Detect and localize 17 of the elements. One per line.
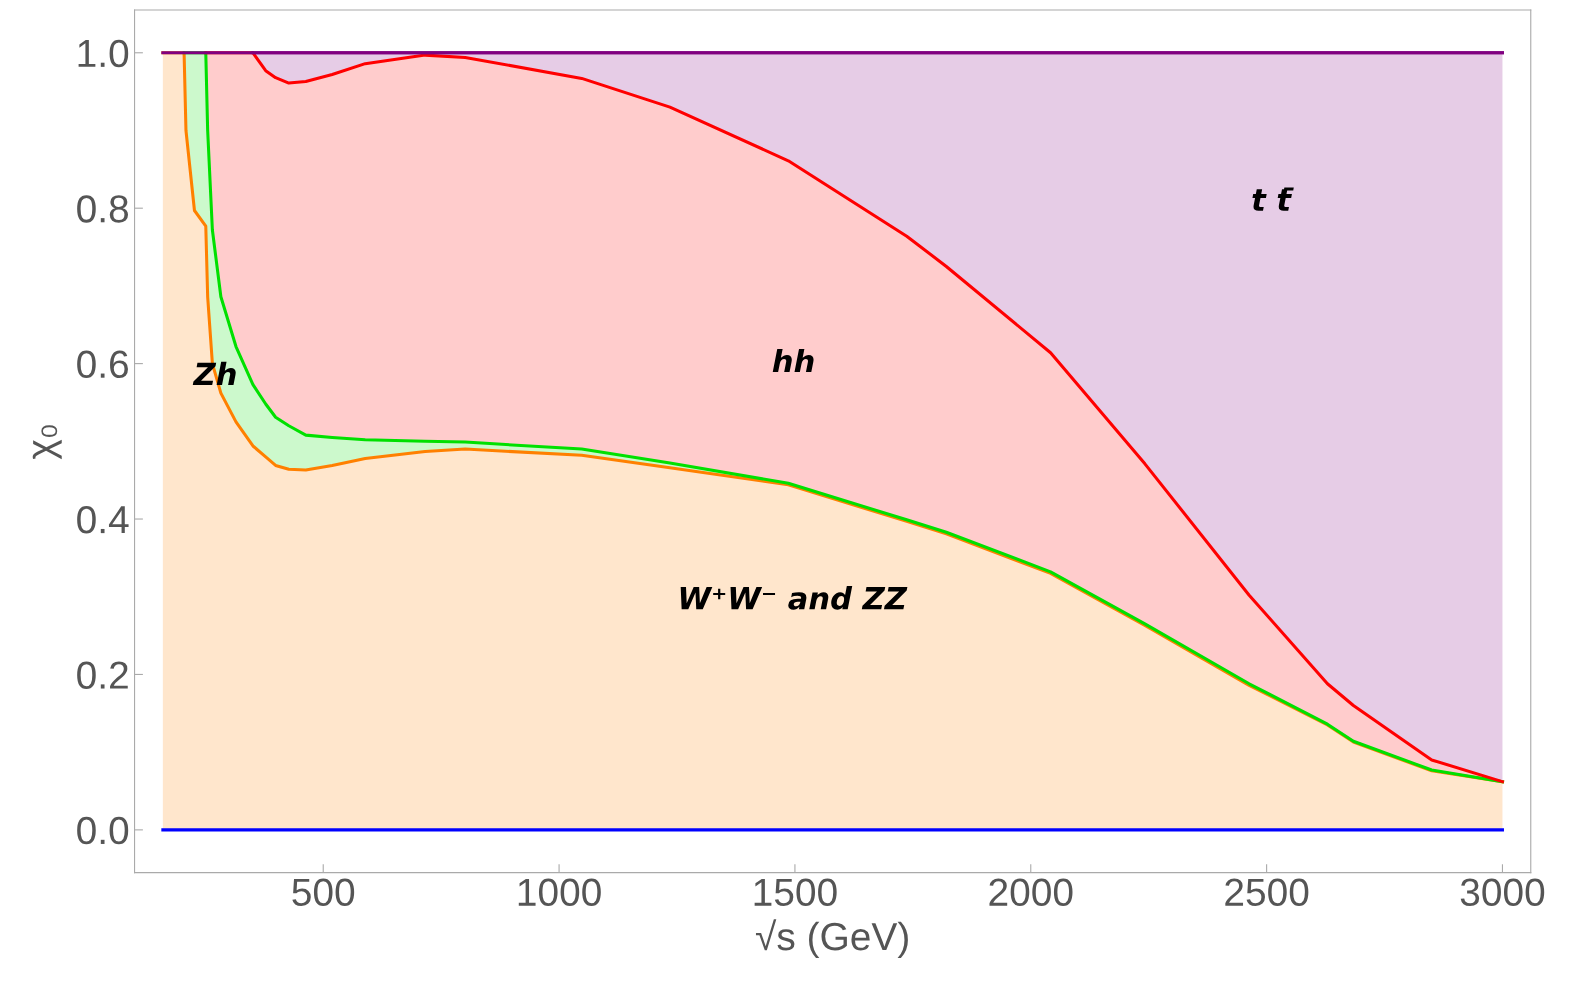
y-axis-title: χ₀ bbox=[32, 425, 62, 460]
x-tick-label: 1000 bbox=[518, 878, 601, 907]
y-tick-label: 0.6 bbox=[77, 350, 128, 379]
x-axis-title: √s (GeV) bbox=[755, 919, 908, 959]
annotation: t t̄ bbox=[1252, 187, 1294, 211]
y-tick-label: 0.0 bbox=[77, 816, 129, 845]
y-tick-label: 1.0 bbox=[78, 39, 129, 68]
x-tick-label: 2000 bbox=[989, 878, 1073, 907]
x-tick-label: 2500 bbox=[1225, 878, 1309, 907]
y-tick-label: 0.2 bbox=[77, 661, 128, 689]
x-tick-label: 500 bbox=[292, 878, 355, 907]
x-tick-label: 1500 bbox=[754, 878, 837, 907]
x-tick-label: 3000 bbox=[1460, 878, 1545, 907]
y-tick-label: 0.8 bbox=[77, 195, 129, 223]
annotation: hh bbox=[772, 348, 814, 373]
annotation: W⁺W⁻ and ZZ bbox=[680, 586, 908, 610]
y-tick-label: 0.4 bbox=[77, 505, 129, 534]
